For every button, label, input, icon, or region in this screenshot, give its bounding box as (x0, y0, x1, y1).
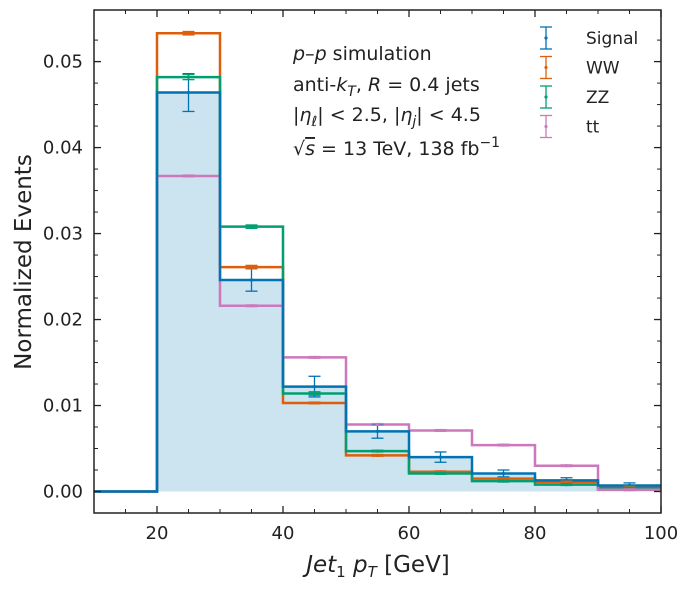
data-point (501, 471, 506, 476)
data-point (249, 265, 254, 269)
x-tick-label: 80 (524, 523, 547, 544)
data-point (501, 477, 506, 481)
data-point (438, 471, 443, 476)
x-axis-ticks: 20 40 60 80 100 (93, 10, 678, 544)
y-axis-ticks: 0.00 0.01 0.02 0.03 0.04 0.05 (43, 39, 661, 503)
data-point (186, 31, 191, 35)
x-label-var-sub: T (368, 563, 379, 581)
x-label-main: Jet (302, 552, 337, 578)
y-tick-label: 0.03 (43, 224, 83, 245)
legend: Signal WW ZZ tt (540, 26, 638, 139)
annotation-line-4: √s = 13 TeV, 138 fb−1 (293, 135, 500, 160)
y-tick-label: 0.00 (43, 482, 83, 503)
data-point (375, 449, 380, 453)
data-point (186, 75, 191, 79)
data-point (249, 278, 254, 282)
data-point (186, 90, 191, 95)
annotation-line-2: anti-kT, R = 0.4 jets (293, 74, 480, 100)
annotation-line-3: |ηℓ| < 2.5, |ηj| < 4.5 (293, 104, 481, 130)
legend-item-signal: Signal (540, 26, 638, 50)
annotation-line-1: p–p simulation (292, 43, 432, 65)
x-label-sub: 1 (336, 563, 346, 581)
error-bars (182, 30, 636, 492)
legend-marker-dot (544, 124, 548, 129)
legend-item-ww: WW (540, 55, 620, 80)
legend-label: ZZ (586, 88, 609, 108)
x-tick-label: 60 (398, 523, 421, 544)
data-point (312, 355, 317, 359)
y-tick-label: 0.05 (43, 52, 83, 73)
x-tick-label: 100 (644, 523, 678, 544)
data-point (375, 429, 380, 433)
data-point (501, 479, 506, 483)
data-point (564, 483, 569, 487)
data-point (312, 391, 317, 396)
data-point (375, 453, 380, 457)
x-label-unit: [GeV] (384, 552, 450, 578)
y-tick-label: 0.01 (43, 396, 83, 417)
data-point (312, 385, 317, 389)
y-axis-label: Normalized Events (11, 154, 37, 370)
x-tick-label: 40 (272, 523, 295, 544)
data-point (564, 480, 569, 484)
x-tick-label: 20 (146, 523, 169, 544)
x-axis-label: Jet1 pT [GeV] (302, 552, 450, 581)
data-point (249, 225, 254, 229)
data-point (438, 428, 443, 433)
x-label-var: p (352, 552, 368, 578)
data-point (186, 174, 191, 178)
data-point (627, 488, 632, 492)
legend-marker-dot (544, 36, 548, 40)
legend-label: WW (586, 59, 620, 79)
data-point (375, 422, 380, 427)
signal-fill-bar (346, 431, 409, 492)
legend-marker-dot (544, 65, 548, 70)
data-point (312, 401, 317, 405)
legend-item-tt: tt (540, 114, 600, 139)
legend-label: tt (586, 118, 600, 138)
data-point (564, 464, 569, 468)
y-tick-label: 0.04 (43, 138, 83, 159)
legend-label: Signal (586, 29, 638, 49)
signal-fill-bar (157, 92, 220, 492)
legend-marker-dot (544, 95, 548, 99)
legend-item-zz: ZZ (540, 85, 609, 109)
data-point (501, 443, 506, 447)
signal-fill-bar (220, 279, 283, 492)
y-tick-label: 0.02 (43, 310, 83, 331)
data-point (249, 304, 254, 308)
data-point (438, 455, 443, 459)
